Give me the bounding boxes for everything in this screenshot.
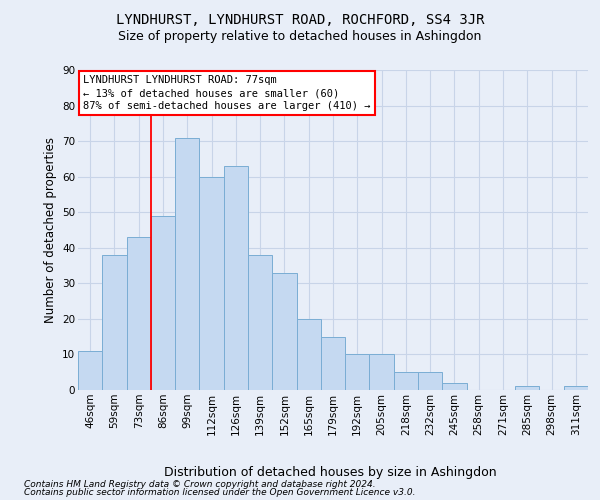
Text: LYNDHURST, LYNDHURST ROAD, ROCHFORD, SS4 3JR: LYNDHURST, LYNDHURST ROAD, ROCHFORD, SS4… — [116, 12, 484, 26]
Bar — [296, 319, 321, 390]
Text: Contains HM Land Registry data © Crown copyright and database right 2024.: Contains HM Land Registry data © Crown c… — [24, 480, 376, 489]
Bar — [515, 386, 539, 390]
Bar — [78, 351, 102, 390]
Bar — [248, 255, 272, 390]
Bar — [321, 336, 345, 390]
Bar — [224, 166, 248, 390]
Text: Size of property relative to detached houses in Ashingdon: Size of property relative to detached ho… — [118, 30, 482, 43]
Bar — [199, 176, 224, 390]
Bar — [151, 216, 175, 390]
Bar — [102, 255, 127, 390]
Text: Distribution of detached houses by size in Ashingdon: Distribution of detached houses by size … — [164, 466, 496, 479]
Bar — [272, 272, 296, 390]
Text: Contains public sector information licensed under the Open Government Licence v3: Contains public sector information licen… — [24, 488, 415, 497]
Bar — [345, 354, 370, 390]
Y-axis label: Number of detached properties: Number of detached properties — [44, 137, 56, 323]
Bar — [370, 354, 394, 390]
Bar — [418, 372, 442, 390]
Bar — [127, 237, 151, 390]
Bar — [175, 138, 199, 390]
Bar — [564, 386, 588, 390]
Bar — [442, 383, 467, 390]
Text: LYNDHURST LYNDHURST ROAD: 77sqm
← 13% of detached houses are smaller (60)
87% of: LYNDHURST LYNDHURST ROAD: 77sqm ← 13% of… — [83, 75, 371, 111]
Bar — [394, 372, 418, 390]
